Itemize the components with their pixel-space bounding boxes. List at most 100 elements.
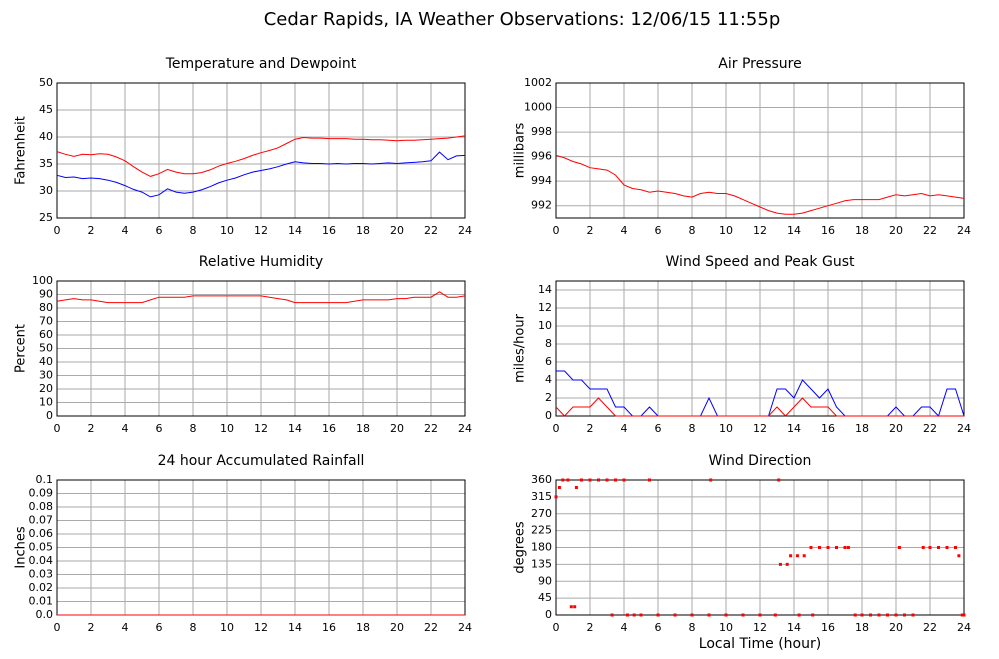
plot-frame — [56, 280, 466, 417]
point — [860, 613, 864, 617]
point — [846, 546, 850, 549]
x-tick-label: 0 — [553, 621, 560, 634]
point — [569, 605, 573, 609]
point — [897, 546, 901, 549]
x-tick-label: 10 — [719, 422, 733, 435]
y-tick-label: 8 — [545, 337, 552, 350]
y-tick-label: 14 — [538, 283, 552, 296]
point — [610, 613, 614, 617]
y-axis-label: degrees — [513, 521, 528, 574]
x-tick-label: 12 — [254, 224, 268, 237]
y-tick-label: 50 — [39, 76, 53, 89]
x-tick-label: 18 — [855, 224, 869, 237]
series-line — [56, 291, 466, 304]
plot-frame — [555, 82, 965, 219]
x-tick-label: 14 — [288, 422, 302, 435]
y-tick-label: 40 — [39, 130, 53, 143]
series-line — [56, 135, 466, 177]
point — [777, 478, 781, 482]
point — [797, 613, 801, 617]
point — [574, 486, 578, 489]
y-tick-label: 0.06 — [29, 527, 54, 540]
x-tick-label: 2 — [587, 621, 594, 634]
point — [877, 613, 881, 617]
x-tick-label: 2 — [88, 621, 95, 634]
x-axis-label: Local Time (hour) — [699, 636, 821, 652]
y-tick-label: 270 — [531, 507, 552, 520]
point — [818, 546, 821, 549]
point — [960, 613, 964, 617]
point — [673, 613, 677, 617]
point — [656, 613, 660, 617]
y-axis-label: Fahrenheit — [14, 116, 29, 185]
y-tick-label: 40 — [39, 355, 53, 368]
y-tick-label: 1002 — [524, 76, 552, 89]
point — [785, 562, 789, 566]
point — [789, 554, 793, 558]
panel-title: Air Pressure — [718, 56, 801, 72]
point — [809, 546, 813, 549]
y-tick-label: 0.08 — [29, 500, 54, 513]
y-tick-label: 90 — [39, 288, 53, 301]
point — [853, 613, 857, 617]
y-axis-label: millibars — [513, 123, 528, 179]
x-tick-label: 8 — [689, 224, 696, 237]
y-tick-label: 70 — [39, 315, 53, 328]
y-axis-label: miles/hour — [513, 313, 528, 382]
x-tick-label: 16 — [322, 422, 336, 435]
point — [557, 486, 561, 489]
point — [709, 478, 713, 482]
y-tick-label: 50 — [39, 342, 53, 355]
x-tick-label: 12 — [753, 422, 767, 435]
y-tick-label: 0.0 — [36, 608, 54, 621]
point — [811, 613, 815, 617]
x-tick-label: 16 — [821, 621, 835, 634]
x-tick-label: 14 — [787, 621, 801, 634]
x-tick-label: 18 — [356, 621, 370, 634]
y-tick-label: 60 — [39, 328, 53, 341]
panel-title: 24 hour Accumulated Rainfall — [158, 453, 365, 469]
x-tick-label: 14 — [288, 224, 302, 237]
x-tick-label: 12 — [753, 224, 767, 237]
x-tick-label: 20 — [889, 224, 903, 237]
x-tick-label: 0 — [54, 422, 61, 435]
y-tick-label: 6 — [545, 355, 552, 368]
x-tick-label: 8 — [190, 621, 197, 634]
y-tick-label: 20 — [39, 382, 53, 395]
x-tick-label: 24 — [957, 621, 971, 634]
x-tick-label: 20 — [390, 422, 404, 435]
point — [957, 554, 961, 558]
point — [614, 478, 617, 482]
point — [758, 613, 762, 617]
point — [566, 478, 570, 482]
x-tick-label: 12 — [753, 621, 767, 634]
x-tick-label: 20 — [889, 621, 903, 634]
y-axis-label: Inches — [14, 526, 29, 568]
point — [928, 546, 932, 549]
x-tick-label: 22 — [424, 422, 438, 435]
y-tick-label: 992 — [531, 199, 552, 212]
point — [802, 554, 806, 558]
point — [835, 546, 838, 549]
series-line — [555, 397, 964, 417]
x-tick-label: 18 — [855, 621, 869, 634]
point — [773, 613, 777, 617]
x-tick-label: 0 — [54, 224, 61, 237]
y-tick-label: 0.05 — [29, 541, 54, 554]
x-tick-label: 8 — [689, 422, 696, 435]
y-tick-label: 994 — [531, 174, 552, 187]
y-tick-label: 0.07 — [29, 514, 54, 527]
x-tick-label: 10 — [719, 224, 733, 237]
x-tick-label: 4 — [122, 422, 129, 435]
point — [921, 546, 925, 549]
y-tick-label: 1000 — [524, 101, 552, 114]
series-line — [56, 151, 466, 198]
x-tick-label: 18 — [356, 224, 370, 237]
x-tick-label: 0 — [553, 224, 560, 237]
y-tick-label: 2 — [545, 391, 552, 404]
x-tick-label: 10 — [220, 224, 234, 237]
x-tick-label: 18 — [356, 422, 370, 435]
x-tick-label: 0 — [553, 422, 560, 435]
series-line — [555, 154, 965, 215]
